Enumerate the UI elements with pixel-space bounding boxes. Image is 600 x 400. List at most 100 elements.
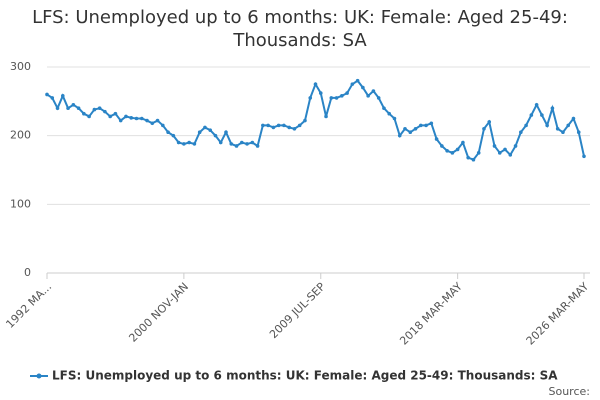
data-point xyxy=(92,107,97,112)
data-point xyxy=(550,106,555,110)
data-point xyxy=(418,123,423,128)
y-tick-label: 0 xyxy=(24,266,31,279)
data-point xyxy=(55,106,60,110)
data-point xyxy=(392,116,397,121)
data-point xyxy=(234,144,239,148)
data-point xyxy=(192,142,197,146)
data-point xyxy=(60,94,65,98)
data-point xyxy=(482,127,486,131)
x-tick-label: 2009 JUL-SEP xyxy=(267,280,328,341)
data-point xyxy=(134,116,139,121)
data-point xyxy=(576,130,581,135)
data-point xyxy=(371,89,376,93)
data-point xyxy=(434,137,439,141)
data-point xyxy=(266,123,270,128)
data-point xyxy=(519,130,523,135)
data-point xyxy=(129,116,134,120)
legend-label: LFS: Unemployed up to 6 months: UK: Fema… xyxy=(52,369,558,383)
data-point xyxy=(471,157,476,162)
data-point xyxy=(218,140,223,145)
data-point xyxy=(71,102,76,107)
data-point xyxy=(282,123,286,128)
data-point xyxy=(145,118,149,123)
data-point xyxy=(308,96,313,100)
data-point xyxy=(124,114,128,119)
data-point xyxy=(245,142,249,146)
data-point xyxy=(345,91,349,95)
data-point xyxy=(355,78,360,83)
series-line xyxy=(46,79,585,161)
data-point xyxy=(176,140,181,145)
data-point xyxy=(113,111,118,116)
y-tick-label: 100 xyxy=(10,197,31,210)
data-point xyxy=(545,123,549,128)
data-point xyxy=(229,142,234,146)
data-point xyxy=(397,133,402,138)
data-point xyxy=(139,116,144,121)
data-point xyxy=(255,144,260,148)
data-point xyxy=(329,96,334,100)
x-tick-label: 2026 MAR-MAY xyxy=(524,280,592,348)
x-tick-label: 2000 NOV-JAN xyxy=(126,280,191,345)
data-point xyxy=(261,123,265,128)
data-point xyxy=(508,153,513,157)
data-point xyxy=(450,151,455,155)
data-point xyxy=(166,130,170,135)
source: Source: xyxy=(549,385,591,398)
data-point xyxy=(313,82,318,86)
data-point xyxy=(566,123,571,128)
data-point xyxy=(340,94,344,98)
data-point xyxy=(387,111,392,116)
data-point xyxy=(429,121,434,126)
data-point xyxy=(182,142,186,146)
data-point xyxy=(224,130,228,135)
data-point xyxy=(103,109,107,114)
data-point xyxy=(76,106,81,110)
data-point xyxy=(487,120,492,124)
x-tick-label: 2018 MAR-MAY xyxy=(397,280,465,348)
data-point xyxy=(524,123,528,128)
data-point xyxy=(97,106,102,110)
data-point xyxy=(382,106,386,110)
data-point xyxy=(476,151,481,155)
data-point xyxy=(45,92,49,97)
data-point xyxy=(571,116,576,121)
data-point xyxy=(150,121,155,126)
data-point xyxy=(66,106,70,110)
data-point xyxy=(445,148,449,153)
data-point xyxy=(513,144,518,148)
data-point xyxy=(292,127,297,131)
chart-title: LFS: Unemployed up to 6 months: UK: Fema… xyxy=(32,7,568,51)
data-point xyxy=(171,133,176,138)
data-point xyxy=(555,127,560,131)
data-point xyxy=(203,125,207,130)
data-point xyxy=(403,127,407,131)
data-point xyxy=(497,151,502,155)
data-point xyxy=(366,94,370,98)
data-point xyxy=(529,113,534,117)
data-point xyxy=(424,123,428,128)
data-point xyxy=(413,127,418,131)
data-point xyxy=(540,113,544,117)
data-point xyxy=(118,118,123,123)
data-point xyxy=(287,125,291,130)
data-point xyxy=(87,114,91,119)
y-tick-label: 300 xyxy=(10,60,31,73)
data-point xyxy=(461,140,465,145)
data-point xyxy=(297,123,302,128)
data-point xyxy=(161,123,165,128)
data-point xyxy=(82,111,86,116)
data-point xyxy=(155,118,160,123)
data-point xyxy=(324,114,328,119)
data-point xyxy=(492,144,497,148)
legend-marker xyxy=(36,373,42,379)
data-point xyxy=(376,96,381,100)
data-point xyxy=(534,102,539,107)
y-tick-label: 200 xyxy=(10,129,31,142)
data-point xyxy=(503,147,507,152)
data-point xyxy=(187,140,191,145)
data-point xyxy=(197,130,202,135)
data-point xyxy=(318,91,323,95)
